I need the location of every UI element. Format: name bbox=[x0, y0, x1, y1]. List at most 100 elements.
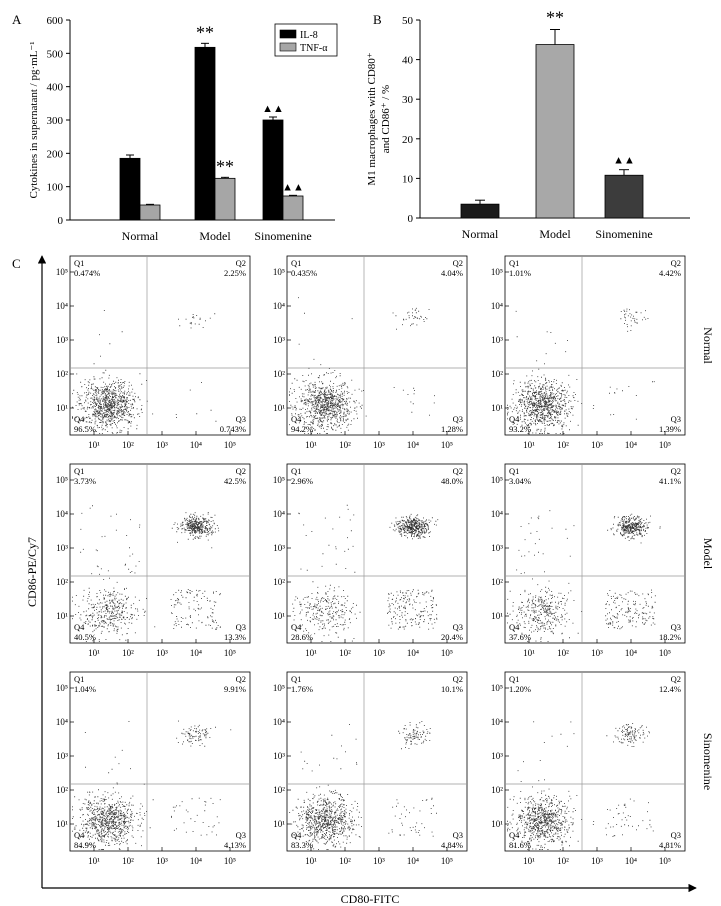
x-tick-label: 10⁵ bbox=[441, 856, 453, 866]
y-tick-label: 600 bbox=[47, 15, 64, 27]
y-tick-label: 10⁴ bbox=[56, 509, 68, 519]
bar-tnf-sinomenine bbox=[282, 195, 304, 221]
q3-value: 20.4% bbox=[441, 632, 463, 642]
x-tick-label: 10⁴ bbox=[407, 440, 419, 450]
q2-value: 42.5% bbox=[224, 476, 246, 486]
y-tick-label: 10⁵ bbox=[491, 683, 503, 693]
q3-name: Q3 bbox=[671, 622, 681, 632]
q2-value: 12.4% bbox=[659, 684, 681, 694]
q3-name: Q3 bbox=[671, 414, 681, 424]
q3-value: 0.743% bbox=[220, 424, 246, 434]
x-tick-label: 10³ bbox=[373, 856, 385, 866]
x-tick-label: 10¹ bbox=[523, 440, 535, 450]
q3-name: Q3 bbox=[453, 622, 463, 632]
significance-mark: ** bbox=[216, 156, 234, 176]
x-tick-label: 10³ bbox=[156, 648, 168, 658]
q4-name: Q4 bbox=[291, 830, 302, 840]
y-tick-label: 10² bbox=[491, 369, 503, 379]
x-tick-label: 10³ bbox=[156, 856, 168, 866]
x-tick-label: 10² bbox=[339, 440, 351, 450]
x-tick-label: 10⁵ bbox=[441, 648, 453, 658]
q1-value: 3.73% bbox=[74, 476, 96, 486]
x-tick-label: 10⁴ bbox=[625, 648, 637, 658]
y-tick-label: 10² bbox=[56, 577, 68, 587]
q4-value: 94.2% bbox=[291, 424, 313, 434]
x-tick-label: 10¹ bbox=[88, 440, 100, 450]
x-tick-label: 10¹ bbox=[305, 648, 317, 658]
x-tick-label: 10⁵ bbox=[224, 648, 236, 658]
x-tick-label: 10¹ bbox=[88, 648, 100, 658]
q1-name: Q1 bbox=[509, 466, 519, 476]
y-axis-title: Cytokines in supernatant / pg·mL⁻¹ bbox=[28, 42, 40, 199]
x-tick-label: 10² bbox=[122, 648, 134, 658]
bar-tnf-model bbox=[214, 177, 236, 221]
q1-value: 1.20% bbox=[509, 684, 531, 694]
q3-value: 18.2% bbox=[659, 632, 681, 642]
y-tick-label: 10⁵ bbox=[491, 267, 503, 277]
q3-name: Q3 bbox=[236, 622, 246, 632]
y-tick-label: 10⁵ bbox=[273, 475, 285, 485]
x-tick-label: 10¹ bbox=[305, 856, 317, 866]
y-tick-label: 10⁵ bbox=[273, 267, 285, 277]
y-tick-label: 10³ bbox=[491, 751, 503, 761]
q2-value: 48.0% bbox=[441, 476, 463, 486]
legend-label: IL-8 bbox=[300, 30, 318, 41]
q2-name: Q2 bbox=[236, 674, 246, 684]
y-tick-label: 10⁵ bbox=[56, 475, 68, 485]
panel-c-label: C bbox=[12, 256, 21, 271]
y-tick-label: 10³ bbox=[273, 543, 285, 553]
q4-value: 93.2% bbox=[509, 424, 531, 434]
y-tick-label: 10² bbox=[56, 369, 68, 379]
q2-name: Q2 bbox=[453, 466, 463, 476]
x-tick-label: 10² bbox=[339, 856, 351, 866]
x-tick-label: 10⁴ bbox=[407, 856, 419, 866]
plot-frame bbox=[286, 463, 468, 644]
x-tick-label: 10³ bbox=[373, 440, 385, 450]
panel-c-flow-grid: CD80-FITCCD86-PE/Cy7Normal10¹10¹10²10²10… bbox=[25, 255, 715, 906]
y-tick-label: 10⁴ bbox=[56, 717, 68, 727]
plot-frame bbox=[504, 463, 686, 644]
plot-frame bbox=[69, 255, 251, 436]
bar-tnf-normal bbox=[139, 204, 161, 221]
plot-frame bbox=[504, 671, 686, 852]
plot-frame bbox=[504, 255, 686, 436]
row-label-normal: Normal bbox=[701, 327, 715, 364]
y-tick-label: 10³ bbox=[491, 543, 503, 553]
x-tick-label: 10⁴ bbox=[625, 856, 637, 866]
bar-il8-normal bbox=[119, 157, 141, 221]
y-tick-label: 10⁵ bbox=[56, 267, 68, 277]
q2-name: Q2 bbox=[453, 674, 463, 684]
legend-swatch bbox=[279, 42, 297, 52]
legend-label: TNF-α bbox=[300, 43, 328, 54]
q2-value: 41.1% bbox=[659, 476, 681, 486]
flow-plot: 10¹ 10¹ 10² 10² 10³ 10³ 10⁴ 10⁴ 10⁵ 10⁵ Q11.76% Q21… bbox=[273, 671, 468, 866]
q4-value: 96.5% bbox=[74, 424, 96, 434]
q4-value: 40.5% bbox=[74, 632, 96, 642]
event-dots bbox=[72, 505, 221, 642]
y-tick-label: 10³ bbox=[273, 335, 285, 345]
event-dots bbox=[289, 297, 435, 434]
significance-mark: ▲▲ bbox=[613, 155, 635, 167]
y-tick-label: 100 bbox=[47, 182, 64, 194]
q4-name: Q4 bbox=[74, 622, 85, 632]
q3-value: 4.81% bbox=[659, 840, 681, 850]
bar-il8-sinomenine bbox=[262, 119, 284, 221]
y-tick-label: 10² bbox=[491, 577, 503, 587]
x-tick-label: 10⁴ bbox=[190, 440, 202, 450]
event-dots bbox=[507, 510, 661, 642]
q3-name: Q3 bbox=[671, 830, 681, 840]
q1-name: Q1 bbox=[291, 674, 301, 684]
q1-name: Q1 bbox=[74, 466, 84, 476]
x-tick-label: 10⁵ bbox=[224, 856, 236, 866]
x-tick-label: 10⁴ bbox=[190, 648, 202, 658]
y-tick-label: 10⁴ bbox=[273, 509, 285, 519]
q2-name: Q2 bbox=[671, 466, 681, 476]
x-tick-label: 10⁴ bbox=[407, 648, 419, 658]
q2-value: 10.1% bbox=[441, 684, 463, 694]
q4-name: Q4 bbox=[74, 414, 85, 424]
x-tick-label: 10² bbox=[557, 440, 569, 450]
y-tick-label: 10¹ bbox=[491, 611, 503, 621]
x-tick-label: 10⁵ bbox=[441, 440, 453, 450]
y-tick-label: 10² bbox=[273, 369, 285, 379]
x-tick-label: 10⁴ bbox=[190, 856, 202, 866]
